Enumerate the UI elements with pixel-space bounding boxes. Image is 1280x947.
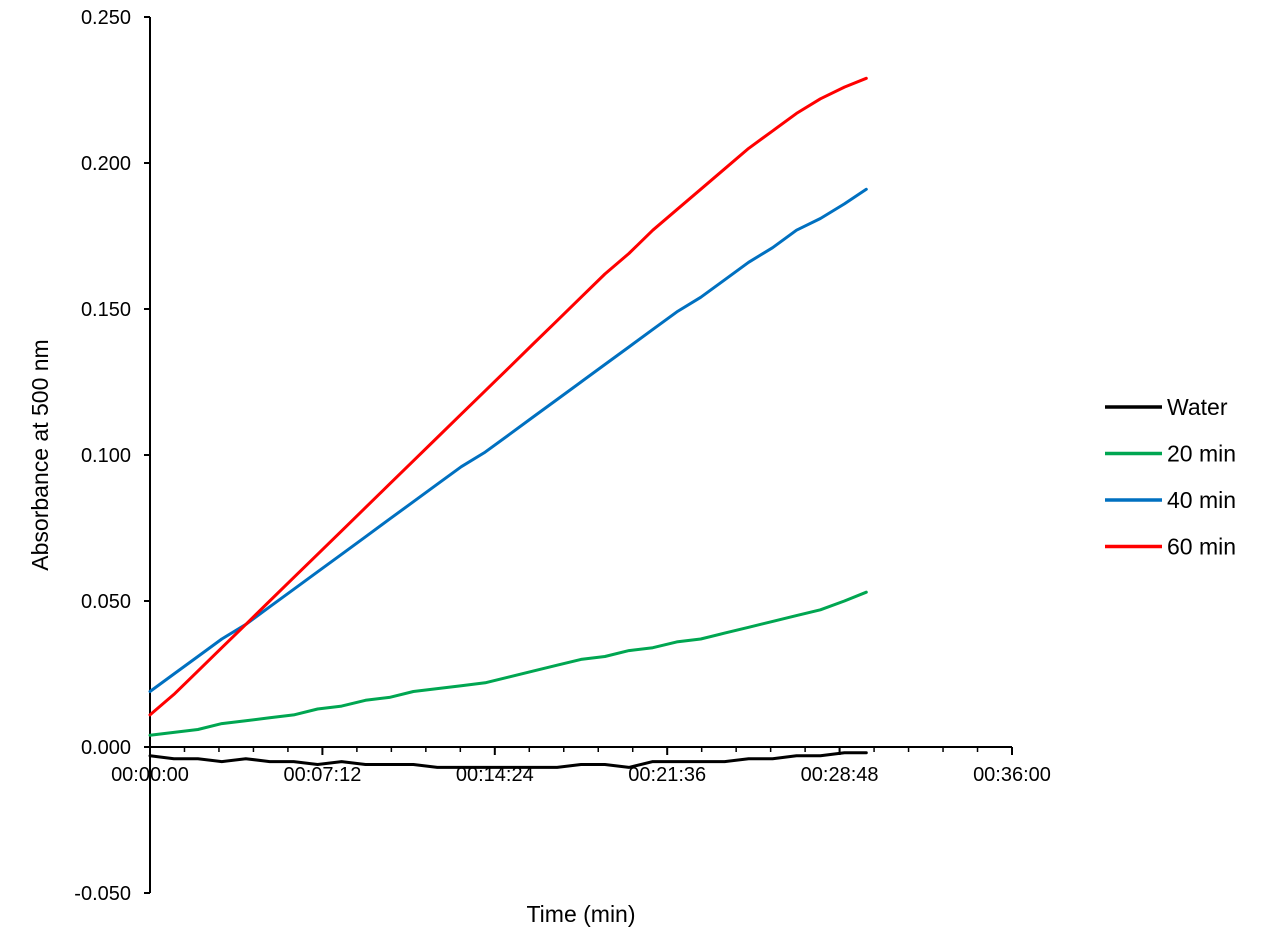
series-lines bbox=[148, 76, 868, 769]
legend-label: 60 min bbox=[1167, 534, 1236, 560]
legend-label: Water bbox=[1167, 394, 1228, 420]
series-line-20-min bbox=[148, 590, 868, 737]
series-line-40-min bbox=[148, 187, 868, 693]
y-tick-label: 0.200 bbox=[81, 153, 131, 175]
legend-label: 20 min bbox=[1167, 441, 1236, 467]
x-axis-title: Time (min) bbox=[526, 901, 635, 927]
x-tick-label: 00:14:24 bbox=[456, 764, 534, 786]
x-tick-label: 00:36:00 bbox=[973, 764, 1051, 786]
series-line-60-min bbox=[148, 76, 868, 717]
x-ticks: 00:00:00 00:07:12 00:14:24 00:21:36 00:28:48… bbox=[111, 747, 1051, 786]
y-tick-label: 0.250 bbox=[81, 7, 131, 29]
x-tick-label: 00:28:48 bbox=[801, 764, 879, 786]
y-tick-label: -0.050 bbox=[74, 883, 131, 905]
y-tick-label: 0.000 bbox=[81, 737, 131, 759]
x-tick-label: 00:21:36 bbox=[628, 764, 706, 786]
y-tick-label: 0.050 bbox=[81, 591, 131, 613]
y-ticks: -0.050 0.000 0.050 0.100 0.150 0.200 0.250 bbox=[74, 7, 150, 905]
x-tick-label: 00:07:12 bbox=[283, 764, 361, 786]
y-tick-label: 0.100 bbox=[81, 445, 131, 467]
legend: Water 20 min 40 min 60 min bbox=[1105, 394, 1236, 560]
legend-label: 40 min bbox=[1167, 487, 1236, 513]
x-tick-label: 00:00:00 bbox=[111, 764, 189, 786]
series-line-water bbox=[148, 751, 868, 769]
y-tick-label: 0.150 bbox=[81, 299, 131, 321]
y-axis-title: Absorbance at 500 nm bbox=[27, 339, 53, 570]
